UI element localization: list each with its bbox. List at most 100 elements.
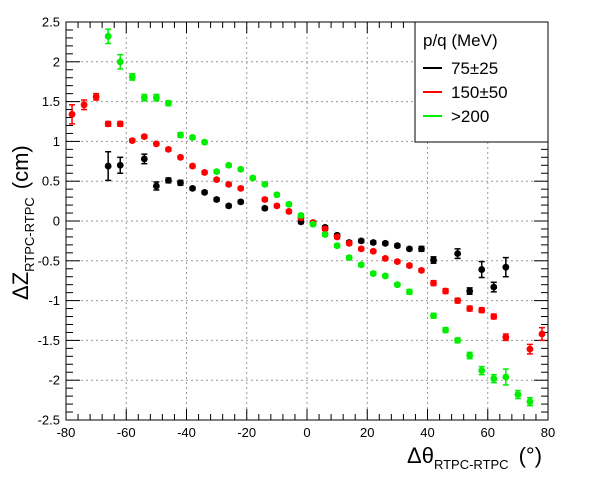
data-point: [406, 288, 413, 296]
data-point: [201, 138, 208, 146]
data-point: [369, 270, 377, 277]
data-point: [442, 287, 449, 295]
x-axis-title-unit: (°): [519, 443, 542, 468]
series-group: [104, 28, 534, 407]
y-tick-label: 0: [53, 214, 60, 229]
data-point: [357, 245, 365, 253]
data-point: [393, 242, 401, 250]
y-tick-labels: -2.5 -2 -1.5 -1 -0.5 0 0.5 1 1.5 2 2.5: [38, 15, 60, 428]
data-point: [454, 250, 462, 258]
data-point: [225, 161, 233, 169]
data-point: [490, 313, 498, 320]
data-point: [466, 352, 474, 359]
x-tick-label: 80: [541, 425, 555, 440]
data-point: [381, 239, 389, 247]
data-point: [213, 176, 221, 184]
data-point: [104, 120, 112, 128]
y-axis-title-unit: (cm): [8, 145, 33, 189]
data-point: [237, 184, 245, 192]
data-point: [104, 162, 112, 170]
series-group: [68, 92, 546, 355]
data-point: [261, 204, 269, 212]
data-point: [369, 247, 377, 255]
data-point: [201, 188, 208, 196]
data-point: [152, 94, 160, 102]
y-tick-label: 0.5: [42, 174, 60, 189]
data-point: [225, 202, 233, 210]
y-axis-title-main: ΔZ: [8, 272, 33, 300]
data-point: [381, 272, 389, 280]
data-point: [177, 179, 184, 187]
data-point: [430, 279, 437, 287]
data-point: [225, 180, 233, 188]
data-point: [273, 202, 281, 210]
data-point: [357, 261, 365, 269]
data-point: [345, 254, 353, 262]
legend: p/q (MeV) 75±25 150±50 >200: [414, 21, 549, 143]
data-point: [418, 245, 425, 253]
data-point: [189, 162, 196, 170]
x-axis-title: ΔθRTPC-RTPC (°): [407, 443, 542, 472]
y-tick-label: -1.5: [38, 333, 60, 348]
data-point: [381, 255, 389, 262]
x-axis-title-main: Δθ: [407, 443, 434, 468]
x-tick-label: 20: [360, 425, 374, 440]
legend-entries: 75±25 150±50 >200: [423, 59, 508, 126]
data-point: [478, 367, 486, 375]
data-point: [92, 93, 100, 101]
data-point: [80, 101, 88, 109]
data-points: [68, 28, 546, 407]
y-axis-title: ΔZRTPC-RTPC (cm): [8, 145, 37, 300]
data-point: [297, 212, 305, 219]
y-tick-label: 2.5: [42, 15, 60, 30]
data-point: [418, 266, 425, 274]
legend-box: [414, 21, 549, 143]
data-point: [466, 287, 474, 295]
data-point: [189, 134, 196, 141]
x-tick-label: 60: [481, 425, 495, 440]
data-point: [514, 391, 522, 398]
data-point: [285, 208, 293, 215]
y-tick-label: 1: [53, 134, 60, 149]
data-point: [140, 133, 148, 141]
y-tick-label: -2: [48, 373, 60, 388]
data-point: [189, 184, 196, 192]
data-point: [466, 305, 474, 312]
data-point: [454, 297, 462, 304]
data-point: [478, 266, 486, 273]
data-point: [68, 110, 76, 118]
data-point: [454, 337, 462, 344]
data-point: [213, 168, 221, 176]
data-point: [502, 263, 510, 271]
x-tick-label: -60: [117, 425, 136, 440]
y-tick-label: -2.5: [38, 413, 60, 428]
y-tick-label: 2: [53, 54, 60, 69]
data-point: [478, 306, 486, 314]
y-tick-label: 1.5: [42, 94, 60, 109]
x-axis-title-sub: RTPC-RTPC: [434, 457, 509, 472]
data-point: [177, 131, 184, 139]
data-point: [213, 196, 221, 203]
x-tick-label: -40: [177, 425, 196, 440]
data-point: [309, 220, 317, 228]
data-point: [345, 239, 353, 247]
data-point: [406, 245, 413, 253]
data-point: [333, 233, 341, 241]
data-point: [237, 198, 245, 206]
data-point: [116, 161, 124, 169]
data-point: [321, 231, 329, 238]
data-point: [165, 145, 172, 153]
data-point: [165, 99, 172, 107]
data-point: [490, 375, 498, 383]
legend-entry-label: >200: [451, 107, 489, 126]
data-point: [261, 180, 269, 188]
data-point: [430, 312, 437, 320]
data-point: [237, 165, 245, 173]
data-point: [116, 120, 124, 128]
data-point: [526, 398, 534, 406]
data-point: [357, 237, 365, 245]
data-point: [442, 326, 449, 334]
data-point: [116, 58, 124, 66]
data-point: [285, 200, 293, 208]
